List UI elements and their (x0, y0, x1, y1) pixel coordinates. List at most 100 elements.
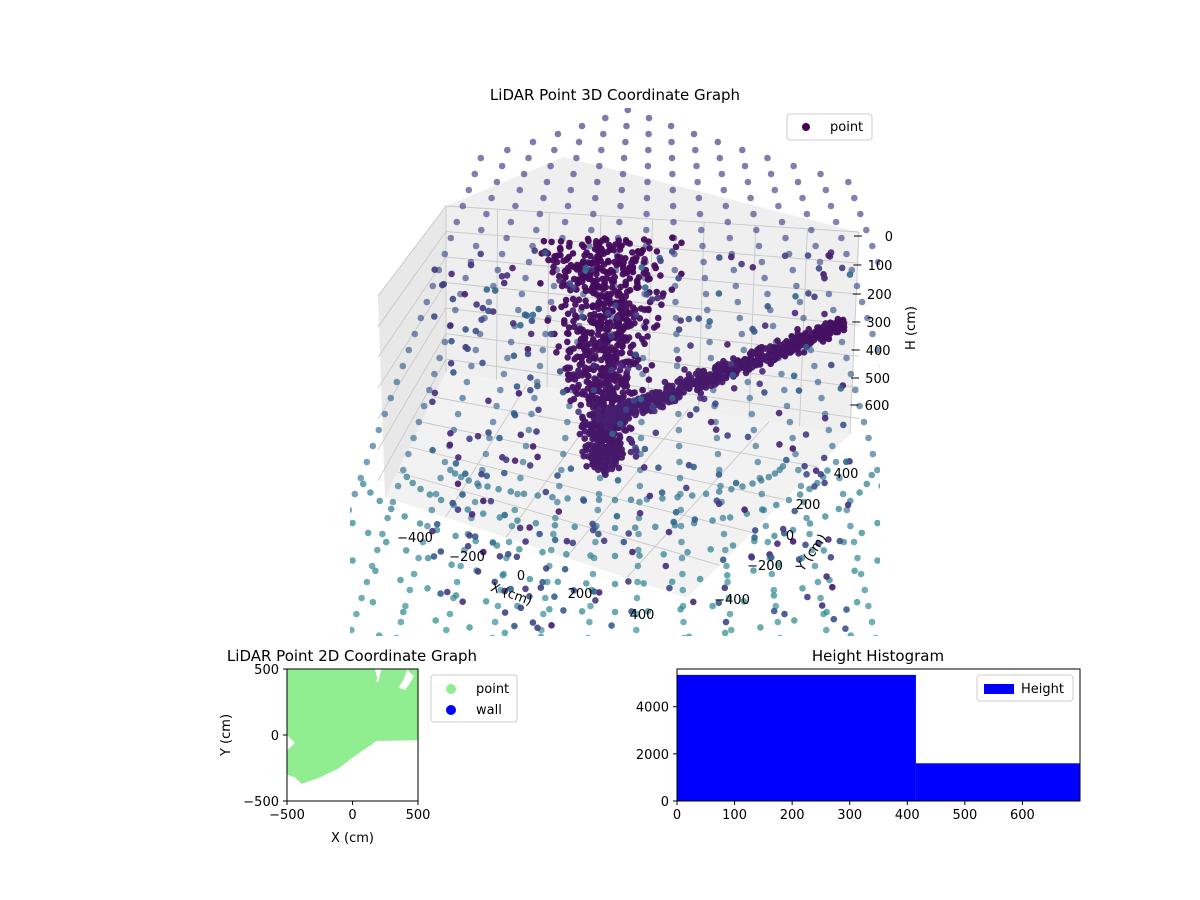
point-marker (702, 490, 710, 498)
point-marker (342, 621, 349, 628)
point-marker (729, 542, 737, 549)
point-marker (768, 554, 775, 561)
point-marker (494, 602, 502, 610)
point-marker (768, 570, 776, 578)
point-marker (593, 270, 600, 278)
point-marker (576, 265, 583, 273)
point-marker (911, 355, 918, 362)
point-marker (669, 170, 676, 178)
point-marker (554, 578, 562, 586)
point-marker (601, 293, 608, 301)
point-marker (441, 338, 449, 346)
point-marker (746, 394, 754, 402)
point-marker (522, 274, 529, 282)
point-marker (539, 346, 547, 354)
x-tick-label-hist: 400 (895, 808, 920, 823)
point-marker (400, 608, 407, 616)
point-marker (678, 239, 685, 247)
point-marker (749, 264, 757, 271)
point-marker (642, 318, 650, 326)
point-marker (540, 237, 548, 245)
point-marker (612, 637, 619, 644)
point-marker (667, 122, 675, 130)
point-marker (636, 552, 643, 559)
point-marker (569, 307, 577, 314)
point-marker (652, 523, 659, 531)
point-marker (643, 403, 651, 411)
point-marker (815, 265, 823, 272)
point-marker (511, 411, 519, 419)
point-marker (589, 570, 597, 578)
point-marker (878, 483, 880, 489)
point-marker (517, 431, 525, 439)
point-marker (751, 328, 758, 335)
point-marker (668, 138, 675, 146)
y-tick-label-3d: −200 (747, 559, 783, 574)
point-marker (479, 510, 487, 517)
point-marker (932, 523, 939, 530)
point-marker (496, 553, 504, 560)
point-marker (793, 282, 800, 290)
point-marker (601, 417, 608, 425)
point-marker (464, 542, 472, 550)
point-marker (509, 264, 516, 272)
point-marker (627, 343, 635, 351)
point-marker (604, 309, 612, 317)
point-marker (769, 322, 777, 330)
point-marker (958, 603, 965, 610)
point-marker (626, 349, 634, 357)
z-tick-label-3d: 200 (867, 288, 892, 303)
point-marker (552, 514, 559, 522)
point-marker (474, 480, 481, 487)
point-marker (814, 378, 822, 386)
point-marker (448, 561, 455, 568)
point-marker (971, 515, 978, 522)
point-marker (462, 274, 469, 282)
point-marker (486, 434, 493, 442)
point-marker (488, 194, 495, 202)
point-marker (648, 362, 656, 369)
point-marker (794, 178, 802, 186)
point-marker (827, 202, 835, 210)
legend-marker-3d (802, 123, 810, 131)
point-marker (694, 178, 701, 186)
point-marker (724, 341, 731, 348)
point-marker (619, 303, 627, 310)
point-marker (801, 335, 808, 343)
x-tick-label-hist: 300 (837, 808, 862, 823)
point-marker (586, 411, 593, 419)
point-marker (496, 434, 503, 442)
point-marker (820, 547, 828, 554)
point-marker (507, 338, 515, 346)
point-marker (657, 272, 664, 279)
point-marker (617, 202, 624, 210)
point-marker (942, 555, 949, 562)
point-marker (923, 387, 930, 394)
point-marker (459, 394, 466, 402)
point-marker (452, 460, 460, 467)
point-marker (457, 562, 464, 570)
point-marker (605, 457, 612, 465)
point-marker (628, 608, 635, 615)
point-marker (424, 554, 432, 562)
point-marker (623, 122, 630, 130)
point-marker (736, 314, 744, 322)
point-marker (588, 284, 596, 292)
point-marker (895, 546, 902, 553)
point-marker (670, 218, 677, 226)
point-marker (781, 340, 788, 347)
point-marker (748, 554, 756, 561)
point-marker (619, 389, 627, 396)
point-marker (965, 499, 972, 506)
point-marker (534, 453, 541, 461)
point-marker (781, 252, 789, 260)
point-marker (614, 314, 621, 322)
point-marker (852, 386, 859, 394)
point-marker (896, 547, 903, 554)
x-tick-label-hist: 600 (1010, 808, 1035, 823)
point-marker (825, 290, 833, 298)
point-marker (773, 501, 780, 509)
point-marker (643, 226, 650, 234)
point-marker (548, 238, 555, 246)
point-marker (482, 450, 490, 458)
